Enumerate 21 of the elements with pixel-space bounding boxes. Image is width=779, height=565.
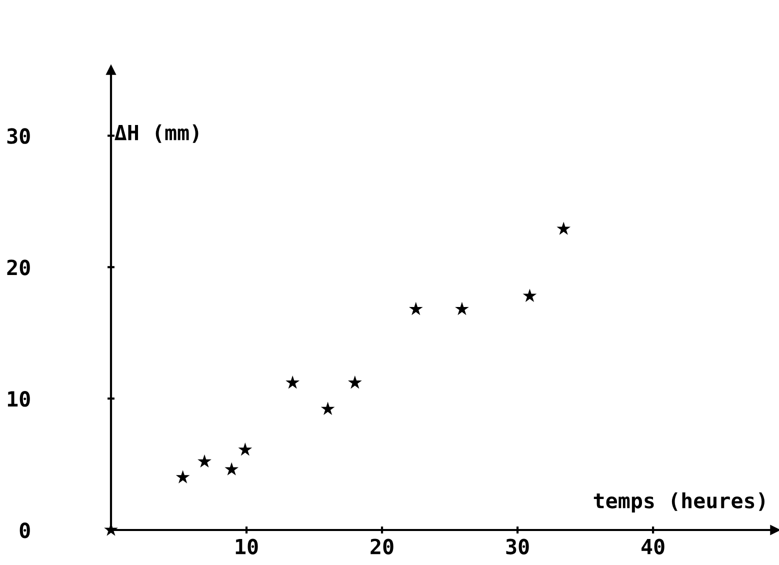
point	[198, 454, 212, 468]
point	[286, 376, 300, 389]
y-tick-label: 20	[7, 260, 30, 276]
x-tick-label: 40	[642, 538, 664, 554]
x-tick-label: 20	[370, 538, 394, 554]
x-axis-title: temps (heures)	[594, 492, 764, 512]
y-axis-title: ΔH (mm)	[114, 124, 198, 143]
point	[556, 222, 571, 235]
x-tick-label: 10	[236, 538, 258, 554]
point	[224, 462, 239, 476]
point	[348, 376, 362, 389]
point	[320, 402, 335, 415]
x-tick-label: 30	[506, 538, 529, 554]
point	[522, 288, 537, 302]
point	[238, 442, 252, 456]
point	[176, 470, 190, 484]
y-tick-label: 0	[20, 522, 30, 538]
point	[455, 302, 469, 316]
y-tick-label: 10	[8, 391, 30, 407]
y-tick-label: 30	[7, 128, 30, 144]
point	[408, 302, 423, 316]
